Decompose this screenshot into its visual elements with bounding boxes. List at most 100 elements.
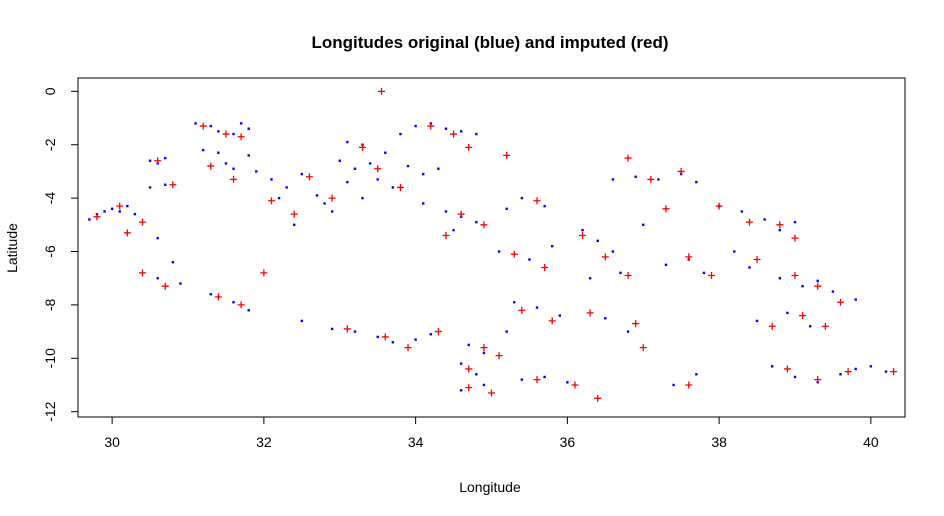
imputed-point	[768, 322, 776, 330]
original-point	[611, 178, 615, 181]
y-tick-label: -6	[42, 245, 58, 258]
original-point	[277, 196, 281, 200]
original-point	[581, 228, 584, 232]
imputed-point	[161, 282, 169, 290]
original-point	[452, 228, 455, 232]
original-point	[255, 170, 258, 173]
imputed-point	[890, 368, 898, 376]
original-point	[399, 132, 402, 136]
y-axis: 0 -2 -4 -6 -8 -10 -12	[42, 87, 79, 422]
imputed-point	[639, 344, 647, 352]
imputed-point	[837, 298, 845, 306]
imputed-point	[169, 181, 177, 189]
original-point	[103, 210, 106, 213]
imputed-point	[154, 157, 162, 165]
imputed-point	[799, 312, 807, 320]
original-point	[315, 194, 319, 197]
imputed-point	[450, 130, 458, 138]
imputed-point	[776, 221, 784, 229]
original-point	[444, 127, 448, 130]
imputed-point	[237, 301, 245, 309]
original-point	[475, 220, 478, 224]
imputed-point	[207, 162, 215, 170]
imputed-point	[328, 194, 336, 202]
imputed-point	[374, 165, 382, 173]
imputed-point	[465, 143, 473, 151]
original-point	[164, 156, 167, 160]
original-point	[444, 210, 448, 213]
imputed-point	[844, 368, 852, 376]
original-point	[702, 271, 706, 275]
imputed-point	[123, 229, 131, 237]
imputed-point	[457, 210, 465, 218]
original-point	[808, 325, 812, 328]
plot-frame	[77, 77, 906, 418]
imputed-point	[237, 133, 245, 141]
original-point	[740, 210, 744, 213]
original-point	[854, 298, 857, 301]
original-point	[604, 317, 607, 320]
x-tick-label: 36	[560, 434, 576, 450]
original-point	[323, 202, 326, 205]
imputed-point	[791, 272, 799, 280]
imputed-point	[624, 154, 632, 162]
imputed-point	[465, 384, 473, 392]
original-point	[566, 381, 569, 384]
imputed-point	[814, 376, 822, 384]
imputed-point	[579, 231, 587, 239]
original-point	[786, 311, 789, 315]
original-point	[414, 338, 417, 341]
original-point	[467, 343, 470, 347]
original-point	[634, 175, 637, 178]
original-point	[224, 162, 228, 165]
original-point	[376, 335, 379, 339]
original-point	[384, 151, 387, 154]
original-point	[406, 164, 410, 168]
original-point	[346, 180, 349, 184]
original-point	[414, 124, 417, 128]
y-tick-label: -10	[42, 348, 58, 368]
imputed-point	[586, 309, 594, 317]
chart-title: Longitudes original (blue) and imputed (…	[312, 33, 669, 52]
imputed-point	[488, 389, 495, 397]
imputed-point	[214, 293, 222, 301]
imputed-point	[199, 122, 207, 130]
imputed-point	[116, 202, 124, 210]
imputed-point	[533, 197, 541, 205]
y-tick-label: -4	[42, 192, 58, 205]
original-point	[330, 327, 334, 331]
original-point	[505, 207, 508, 210]
imputed-point	[685, 253, 693, 261]
original-point	[217, 130, 220, 133]
imputed-point	[480, 221, 488, 229]
imputed-point	[396, 183, 404, 191]
imputed-point	[404, 344, 412, 352]
original-point	[459, 362, 463, 365]
imputed-point	[594, 394, 602, 402]
x-tick-label: 32	[256, 434, 272, 450]
original-point	[543, 204, 546, 208]
imputed-point	[359, 143, 367, 151]
original-point	[543, 375, 546, 379]
x-tick-label: 38	[711, 434, 727, 450]
original-point	[482, 383, 486, 387]
x-axis: 30 32 34 36 38 40	[104, 416, 879, 450]
original-point	[528, 258, 531, 261]
original-point	[148, 159, 152, 162]
original-point	[110, 207, 114, 210]
original-point	[209, 124, 212, 128]
imputed-point	[434, 328, 442, 336]
original-point	[338, 159, 341, 162]
imputed-point	[305, 173, 313, 181]
original-point	[550, 244, 554, 248]
imputed-point	[791, 234, 799, 242]
imputed-point	[753, 256, 761, 264]
original-point	[232, 132, 235, 136]
imputed-point	[503, 151, 511, 159]
y-tick-label: 0	[42, 87, 58, 95]
imputed-point	[745, 218, 753, 226]
original-point	[664, 263, 668, 267]
original-point	[217, 151, 220, 154]
imputed-point	[715, 202, 723, 210]
